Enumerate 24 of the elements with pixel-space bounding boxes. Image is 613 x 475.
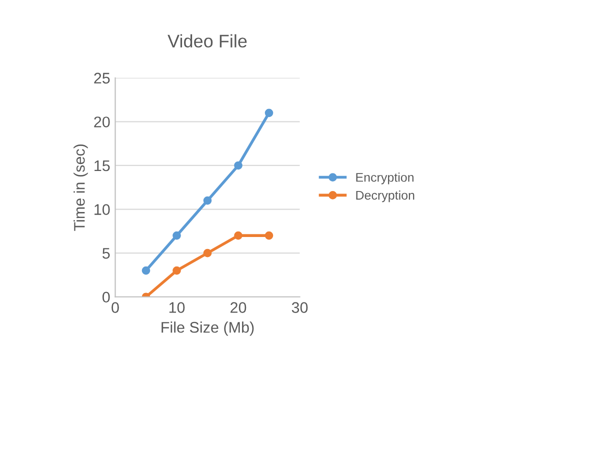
y-tick-label: 20 [94,116,110,128]
y-tick-label: 15 [94,160,110,172]
point [172,231,181,240]
point [203,196,212,205]
y-tick-label: 25 [94,72,110,84]
y-tick-label: 5 [102,248,110,259]
point [203,248,212,258]
chart-title: Video File [168,34,247,48]
y-axis-title: Time in (sec) [74,144,88,231]
x-tick-label: 30 [292,302,308,313]
point [264,108,274,118]
y-tick-label: 0 [102,292,110,303]
x-tick-label: 0 [112,302,119,313]
legend-label: Encryption [356,172,414,184]
x-tick-label: 20 [230,302,246,313]
x-axis-title: File Size (Mb) [162,322,254,336]
point [264,231,274,240]
x-tick-label: 10 [169,302,185,313]
y-tick-label: 10 [94,204,110,215]
point [234,161,242,170]
point [172,266,181,275]
legend-label: Decryption [356,190,414,202]
point [142,266,150,275]
point [234,231,242,240]
